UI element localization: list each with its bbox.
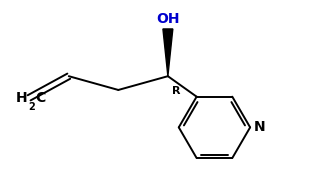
Text: R: R xyxy=(172,86,180,96)
Text: OH: OH xyxy=(156,12,180,26)
Text: N: N xyxy=(254,120,266,134)
Polygon shape xyxy=(163,29,173,76)
Text: 2: 2 xyxy=(28,102,35,112)
Text: C: C xyxy=(35,91,45,105)
Text: H: H xyxy=(15,91,27,105)
